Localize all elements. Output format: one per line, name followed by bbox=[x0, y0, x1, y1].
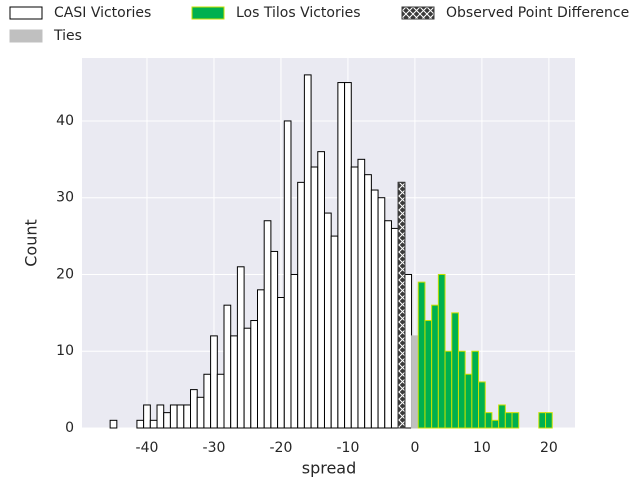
bar bbox=[136, 419, 145, 429]
bar bbox=[243, 327, 252, 429]
bar bbox=[484, 412, 493, 429]
bar bbox=[196, 396, 205, 429]
bar bbox=[417, 281, 426, 429]
bar bbox=[444, 350, 453, 429]
bar bbox=[277, 297, 285, 429]
bar bbox=[377, 197, 386, 429]
bar bbox=[263, 220, 272, 429]
x-tick-label: 0 bbox=[410, 440, 419, 456]
legend-label: Los Tilos Victories bbox=[236, 5, 361, 21]
bar bbox=[364, 174, 372, 429]
bar bbox=[504, 412, 513, 429]
bar bbox=[424, 320, 433, 429]
bar bbox=[210, 335, 218, 429]
bar bbox=[163, 412, 171, 429]
bar bbox=[317, 151, 325, 429]
bar bbox=[431, 304, 439, 429]
y-tick-label: 40 bbox=[56, 113, 74, 129]
bar bbox=[464, 373, 473, 429]
bar bbox=[256, 289, 265, 429]
bar bbox=[451, 312, 459, 429]
bar bbox=[156, 404, 165, 429]
legend-swatch bbox=[191, 6, 225, 20]
x-axis-label: spread bbox=[302, 459, 357, 478]
y-axis-label: Count bbox=[22, 219, 41, 267]
bar bbox=[330, 235, 339, 429]
bar bbox=[384, 220, 392, 429]
bar bbox=[270, 250, 279, 429]
bar bbox=[149, 419, 158, 429]
bar bbox=[183, 404, 192, 429]
y-tick-label: 10 bbox=[56, 343, 74, 359]
bar bbox=[290, 273, 299, 429]
legend-swatch-hatch bbox=[401, 6, 435, 20]
bar bbox=[538, 412, 547, 429]
bar bbox=[310, 166, 319, 429]
legend-swatch bbox=[9, 29, 43, 43]
bar bbox=[236, 266, 245, 429]
bar bbox=[250, 320, 258, 429]
bar bbox=[283, 120, 292, 429]
bar bbox=[370, 189, 379, 429]
legend-label: Ties bbox=[53, 28, 82, 44]
bar bbox=[230, 335, 238, 429]
x-tick-label: -10 bbox=[336, 440, 359, 456]
bar bbox=[498, 404, 506, 429]
x-tick-label: -40 bbox=[136, 440, 159, 456]
x-tick-label: 20 bbox=[540, 440, 558, 456]
bar bbox=[303, 74, 312, 429]
bar bbox=[297, 181, 305, 429]
x-tick-label: -20 bbox=[270, 440, 293, 456]
bar bbox=[176, 404, 185, 429]
bar-hatch bbox=[397, 181, 406, 429]
bar bbox=[109, 419, 118, 429]
bar bbox=[216, 373, 225, 429]
bar bbox=[390, 227, 399, 429]
bar bbox=[190, 389, 198, 429]
bar bbox=[143, 404, 151, 429]
bar bbox=[337, 82, 346, 429]
bar bbox=[344, 82, 352, 429]
legend-label: Observed Point Difference bbox=[446, 5, 629, 21]
bar bbox=[411, 335, 419, 429]
y-tick-label: 20 bbox=[56, 266, 74, 282]
bar bbox=[511, 412, 520, 429]
bar bbox=[350, 166, 359, 429]
bar bbox=[203, 373, 212, 429]
legend-label: CASI Victories bbox=[54, 5, 151, 21]
y-tick-label: 30 bbox=[56, 190, 74, 206]
bar bbox=[457, 350, 466, 429]
bar bbox=[545, 412, 553, 429]
bar bbox=[478, 381, 486, 429]
x-tick-label: 10 bbox=[473, 440, 491, 456]
x-tick-label: -30 bbox=[203, 440, 226, 456]
y-tick-label: 0 bbox=[65, 420, 74, 436]
bar bbox=[169, 404, 178, 429]
bar bbox=[323, 212, 332, 429]
bar bbox=[471, 350, 480, 429]
bar bbox=[491, 419, 500, 429]
bar bbox=[223, 304, 232, 429]
bar bbox=[437, 273, 446, 429]
bar bbox=[357, 158, 366, 429]
bar bbox=[404, 273, 413, 429]
legend-swatch bbox=[9, 6, 43, 20]
